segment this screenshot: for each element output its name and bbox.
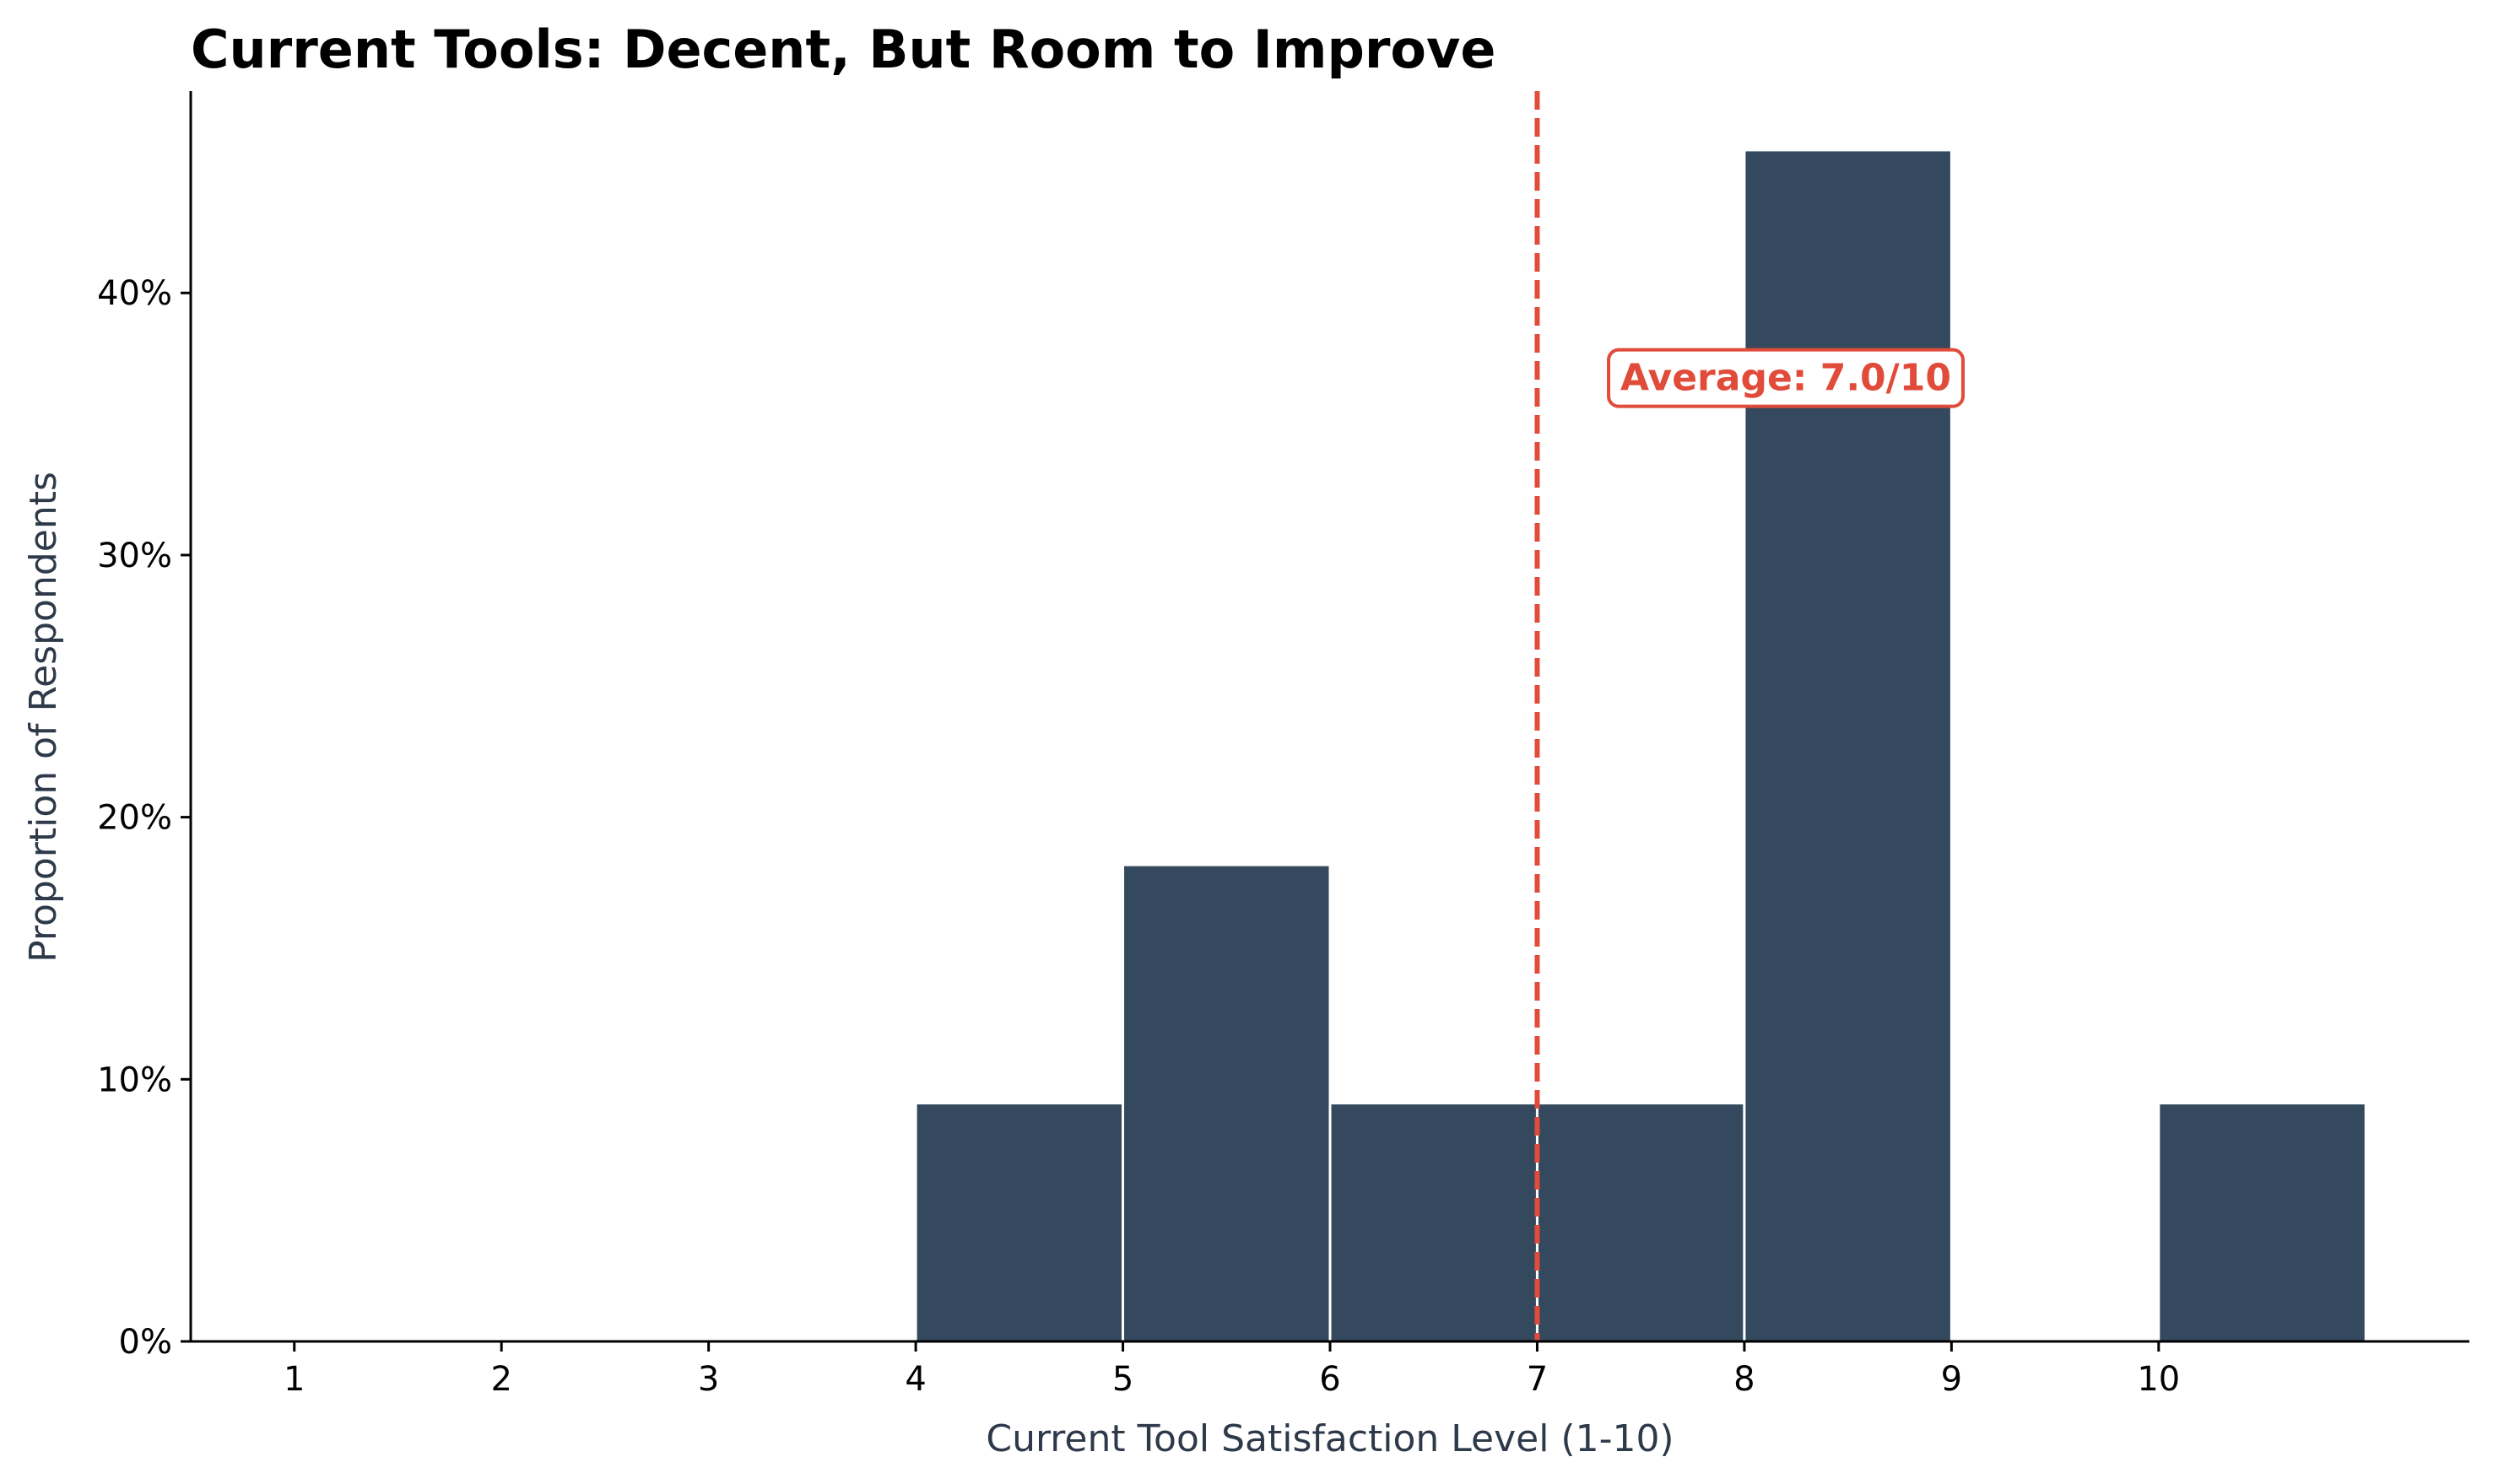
y-tick-label: 20% [97,799,172,838]
x-tick-label: 2 [490,1360,511,1399]
histogram-bar-8 [1743,148,1953,1343]
histogram-bar-7 [1535,1102,1746,1343]
histogram-bar-10 [2157,1102,2367,1343]
y-tick-label: 30% [97,537,172,575]
average-marker: Average: 7.0/10 [1534,91,1965,1341]
y-axis-ticks: 0% 10% 20% 30% 40% [97,274,191,1362]
x-tick-label: 7 [1527,1360,1548,1399]
x-tick-label: 3 [698,1360,719,1399]
x-tick-label: 1 [284,1360,305,1399]
x-axis-ticks: 1 2 3 4 5 6 7 8 9 10 [284,1341,2180,1399]
x-tick-label: 6 [1319,1360,1340,1399]
x-tick-label: 10 [2137,1360,2180,1399]
histogram-bar-4 [914,1102,1125,1343]
x-tick-label: 5 [1112,1360,1133,1399]
x-axis-label: Current Tool Satisfaction Level (1-10) [986,1417,1674,1460]
y-tick-label: 0% [119,1323,172,1362]
histogram-bar-6 [1328,1102,1539,1343]
y-tick-label: 40% [97,274,172,313]
x-tick-label: 4 [905,1360,926,1399]
histogram-bars [914,148,2367,1343]
y-axis-label: Proportion of Respondents [22,472,65,963]
histogram-bar-5 [1122,863,1332,1343]
average-label: Average: 7.0/10 [1620,357,1951,400]
x-tick-label: 9 [1941,1360,1962,1399]
y-tick-label: 10% [97,1060,172,1099]
x-tick-label: 8 [1733,1360,1755,1399]
chart-title: Current Tools: Decent, But Room to Impro… [191,19,1495,80]
average-label-box [1607,348,1965,408]
